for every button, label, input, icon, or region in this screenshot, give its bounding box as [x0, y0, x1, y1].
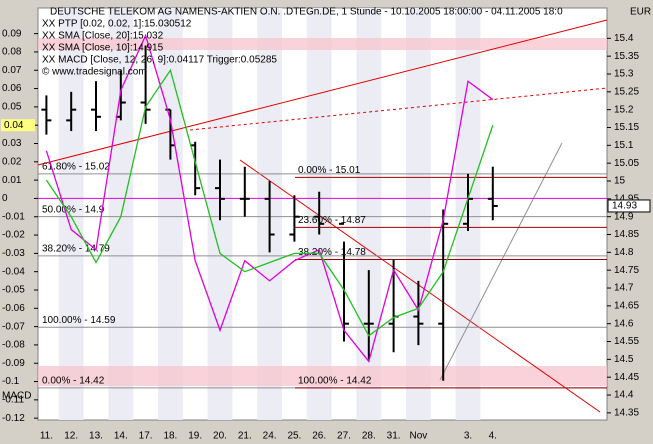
y2-tick-label: 0.09	[2, 28, 22, 39]
y2-marker	[1, 119, 35, 132]
y-tick-label: 14.55	[614, 336, 639, 347]
day-stripe	[158, 8, 183, 420]
y-tick-label: 14.65	[614, 300, 639, 311]
x-tick-label: 31.	[387, 431, 401, 442]
band	[38, 366, 607, 386]
x-tick-label: 14.	[114, 431, 128, 442]
fib-label: 38.20% - 14.78	[298, 247, 366, 258]
y-tick-label: 14.45	[614, 372, 639, 383]
y2-tick-label: -0.1	[2, 376, 20, 387]
fib-label: 61.80% - 15.02	[42, 162, 110, 173]
y-tick-label: 14.95	[614, 193, 639, 204]
y2-tick-label: -0.02	[2, 230, 25, 241]
y-tick-label: 15.05	[614, 158, 639, 169]
legend-entry: XX MACD [Close, 12, 26, 9]:0.04117 Trigg…	[42, 55, 277, 66]
y2-axis-label: MACD	[2, 391, 31, 402]
y2-tick-label: 0.05	[2, 102, 22, 113]
legend-entry: XX SMA [Close, 10]:14.915	[42, 43, 164, 54]
y-tick-label: 15	[614, 176, 626, 187]
legend-entry: XX PTP [0.02, 0.02, 1]:15.030512	[42, 19, 192, 30]
y2-tick-label: -0.08	[2, 340, 25, 351]
x-tick-label: 17.	[139, 431, 153, 442]
y-tick-label: 14.9	[614, 211, 634, 222]
day-stripe	[406, 8, 431, 420]
trend-line	[189, 87, 608, 131]
price-tag	[607, 199, 651, 213]
x-tick-label: 18.	[163, 431, 177, 442]
y2-tick-label: -0.05	[2, 285, 25, 296]
indicator-line	[45, 33, 494, 363]
x-tick-label: 26.	[312, 431, 326, 442]
trend-line	[37, 19, 608, 166]
y-tick-label: 14.7	[614, 283, 634, 294]
x-tick-label: 11.	[40, 431, 53, 442]
day-stripe	[58, 8, 84, 420]
y2-tick-label: -0.11	[2, 394, 24, 405]
indicator-line	[45, 68, 494, 337]
y2-tick-label: 0.02	[2, 156, 22, 167]
x-tick-label: 20.	[213, 431, 227, 442]
y2-tick-label: 0.01	[2, 175, 22, 186]
y-tick-label: 14.8	[614, 247, 634, 258]
y2-tick-label: 0.03	[2, 138, 22, 149]
x-tick-label: 21.	[238, 431, 252, 442]
trend-line	[439, 142, 563, 381]
y2-tick-label: -0.01	[2, 211, 25, 222]
fib-label: 23.60% - 14.87	[298, 215, 366, 226]
x-tick-label: 19.	[188, 431, 202, 442]
y2-tick-label: -0.04	[2, 266, 25, 277]
y2-tick-label: -0.12	[2, 413, 25, 424]
y-tick-label: 15.4	[614, 33, 634, 44]
y-tick-label: 14.35	[614, 408, 639, 419]
x-tick-label: 25.	[287, 431, 301, 442]
y-tick-label: 15.3	[614, 69, 634, 80]
y-tick-label: 15.35	[614, 51, 639, 62]
legend-entry: XX SMA [Close, 20]:15.032	[42, 31, 164, 42]
x-tick-label: 4.	[489, 431, 497, 442]
x-tick-label: Nov	[410, 431, 428, 442]
fib-label: 50.00% - 14.9	[42, 204, 105, 215]
y-tick-label: 15.1	[614, 140, 634, 151]
y2-tick-label: 0.07	[2, 65, 22, 76]
trend-line	[239, 159, 601, 413]
y2-tick-label: -0.03	[2, 248, 25, 259]
y-tick-label: 14.85	[614, 229, 639, 240]
y-tick-label: 15.25	[614, 86, 639, 97]
y2-tick-label: -0.07	[2, 321, 25, 332]
y-tick-label: 14.75	[614, 265, 639, 276]
fib-label: 38.20% - 14.79	[42, 244, 110, 255]
y2-tick-label: 0.06	[2, 83, 22, 94]
x-tick-label: 12.	[64, 431, 78, 442]
x-tick-label: 13.	[89, 431, 103, 442]
fib-label: 0.00% - 15.01	[298, 165, 361, 176]
y-tick-label: 14.4	[614, 390, 634, 401]
band	[38, 38, 607, 50]
currency: EUR	[630, 7, 651, 18]
y2-tick-label: -0.06	[2, 303, 25, 314]
y-tick-label: 14.5	[614, 354, 634, 365]
chart-title: DEUTSCHE TELEKOM AG NAMENS-AKTIEN O.N. .…	[50, 7, 563, 18]
legend-entry: © www.tradesignal.com	[42, 67, 147, 78]
fib-label: 100.00% - 14.59	[42, 315, 116, 326]
y2-marker-label: 0.04	[4, 120, 24, 131]
price-tag-label: 14.93	[612, 201, 637, 212]
x-tick-label: 27.	[337, 431, 351, 442]
y2-tick-label: -0.09	[2, 358, 25, 369]
y-tick-label: 14.6	[614, 318, 634, 329]
y-tick-label: 15.15	[614, 122, 639, 133]
fib-label: 100.00% - 14.42	[298, 376, 372, 387]
x-tick-label: 28.	[362, 431, 376, 442]
y2-tick-label: 0.08	[2, 47, 22, 58]
x-tick-label: 24.	[263, 431, 277, 442]
y-tick-label: 15.2	[614, 104, 634, 115]
x-tick-label: 3.	[464, 431, 472, 442]
fib-label: 0.00% - 14.42	[42, 376, 105, 387]
y2-tick-label: 0	[2, 193, 8, 204]
